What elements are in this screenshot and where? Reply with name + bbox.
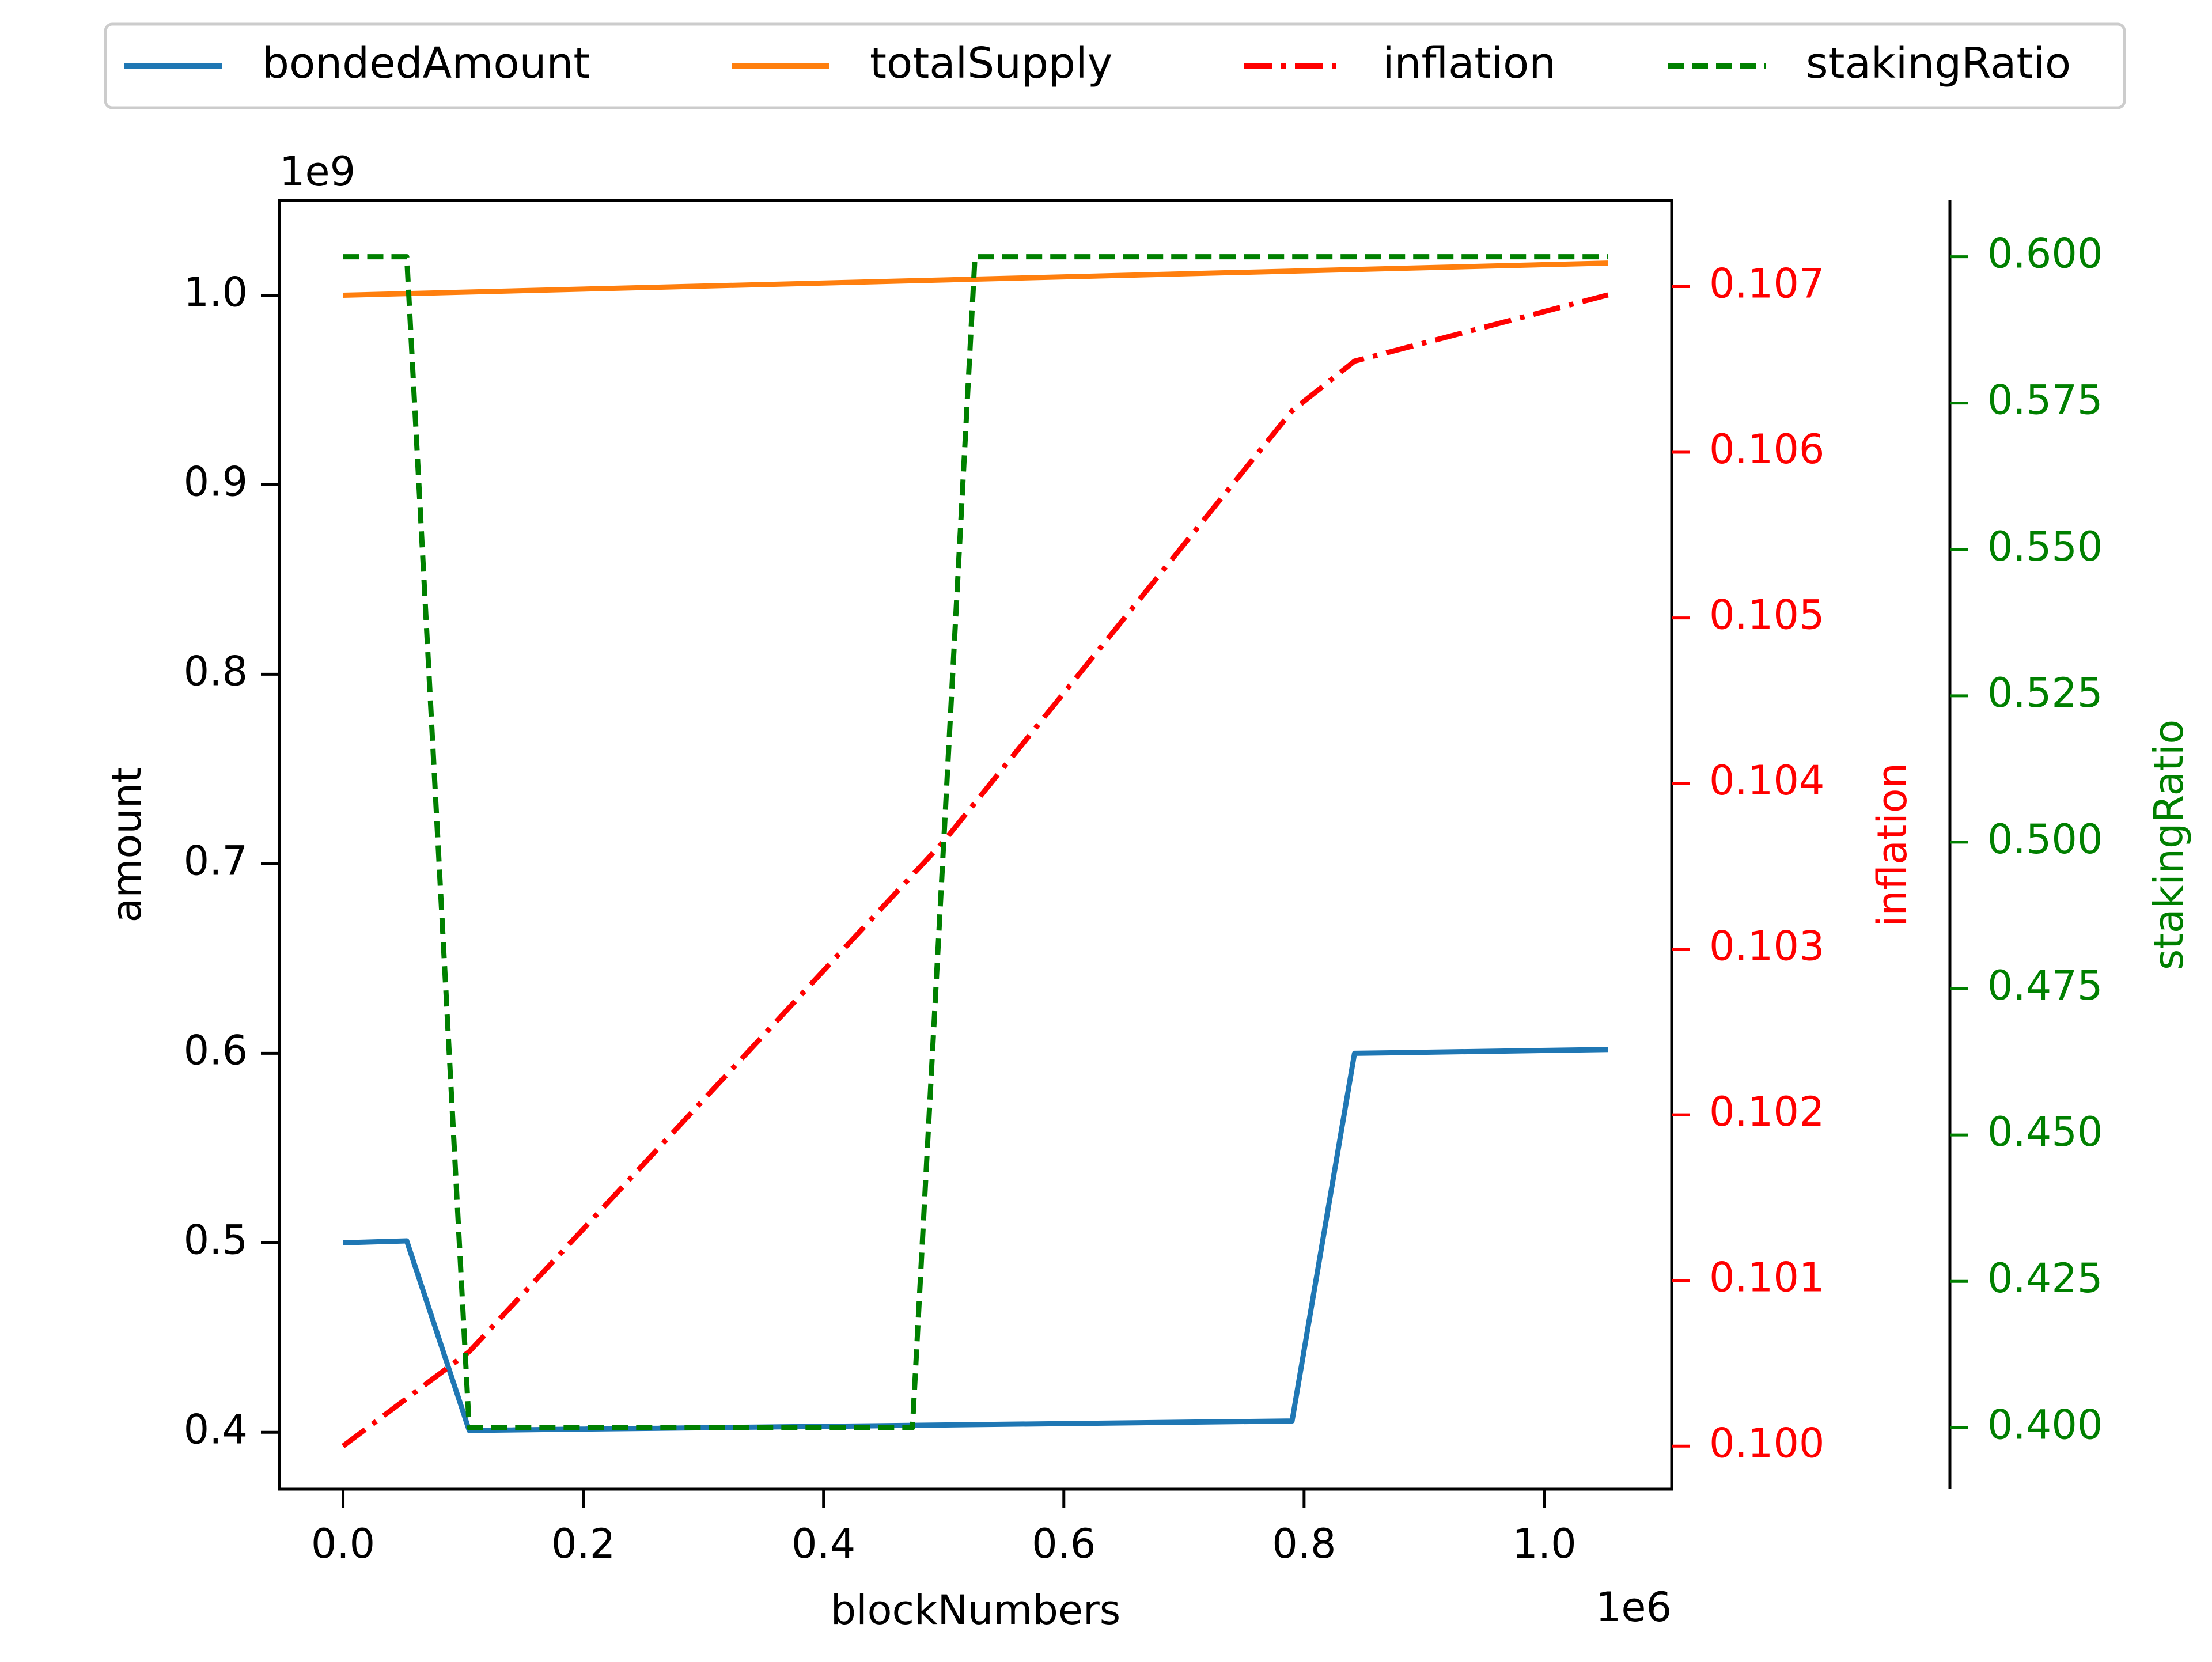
x-axis-label: blockNumbers bbox=[831, 1587, 1120, 1634]
amount-tick-label: 0.9 bbox=[184, 458, 248, 505]
amount-offset-label: 1e9 bbox=[279, 148, 355, 195]
inflation-tick-label: 0.106 bbox=[1709, 426, 1824, 473]
stakingratio-axis-label: stakingRatio bbox=[2145, 720, 2192, 970]
x-tick-label: 0.6 bbox=[1032, 1520, 1096, 1568]
stakingratio-tick-label: 0.425 bbox=[1987, 1255, 2103, 1302]
series-line-stakingRatio bbox=[343, 254, 1608, 1430]
inflation-tick-label: 0.104 bbox=[1709, 757, 1824, 804]
inflation-tick-label: 0.105 bbox=[1709, 592, 1824, 639]
x-tick-label: 1.0 bbox=[1512, 1520, 1576, 1568]
series-line-totalSupply bbox=[343, 260, 1608, 298]
amount-tick-label: 0.6 bbox=[184, 1027, 248, 1074]
legend-label-totalSupply: totalSupply bbox=[870, 39, 1112, 88]
x-tick-label: 0.2 bbox=[551, 1520, 615, 1568]
plot-frame bbox=[278, 199, 1673, 1491]
x-tick-label: 0.4 bbox=[791, 1520, 855, 1568]
legend-label-bondedAmount: bondedAmount bbox=[262, 39, 590, 88]
stakingratio-tick-label: 0.600 bbox=[1987, 230, 2103, 278]
inflation-tick-label: 0.101 bbox=[1709, 1254, 1824, 1301]
inflation-tick-label: 0.100 bbox=[1709, 1419, 1824, 1467]
inflation-tick-label: 0.107 bbox=[1709, 260, 1824, 308]
x-tick-label: 0.8 bbox=[1272, 1520, 1336, 1568]
series-line-inflation bbox=[341, 292, 1609, 1448]
stakingratio-tick-label: 0.500 bbox=[1987, 816, 2103, 863]
stakingratio-tick-label: 0.550 bbox=[1987, 523, 2103, 570]
stakingratio-tick-label: 0.400 bbox=[1987, 1401, 2103, 1448]
legend-label-stakingRatio: stakingRatio bbox=[1806, 39, 2071, 88]
amount-tick-label: 0.7 bbox=[184, 837, 248, 884]
x-tick-label: 0.0 bbox=[311, 1520, 375, 1568]
legend-label-inflation: inflation bbox=[1382, 39, 1556, 88]
amount-tick-label: 0.8 bbox=[184, 648, 248, 695]
amount-tick-label: 1.0 bbox=[184, 269, 248, 316]
amount-axis-label: amount bbox=[103, 767, 150, 922]
stakingratio-tick-label: 0.575 bbox=[1987, 377, 2103, 424]
inflation-tick-label: 0.102 bbox=[1709, 1088, 1824, 1135]
x-offset-label: 1e6 bbox=[1596, 1584, 1672, 1631]
stakingratio-tick-label: 0.450 bbox=[1987, 1108, 2103, 1156]
legend-box bbox=[104, 22, 2126, 109]
amount-tick-label: 0.5 bbox=[184, 1216, 248, 1263]
inflation-tick-label: 0.103 bbox=[1709, 923, 1824, 970]
stakingratio-tick-label: 0.525 bbox=[1987, 669, 2103, 717]
inflation-axis-label: inflation bbox=[1869, 763, 1916, 927]
stakingratio-tick-label: 0.475 bbox=[1987, 962, 2103, 1009]
amount-tick-label: 0.4 bbox=[184, 1406, 248, 1453]
